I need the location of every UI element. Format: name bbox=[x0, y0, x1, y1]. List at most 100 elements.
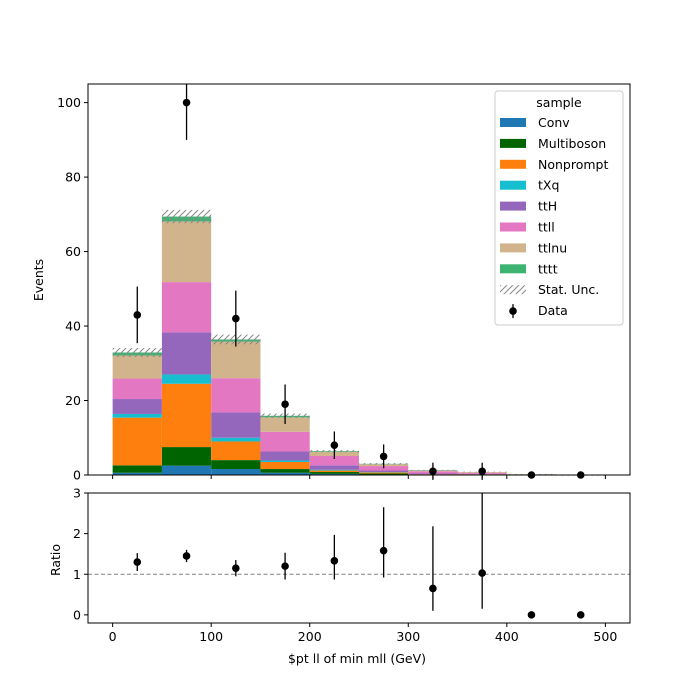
legend-swatch-nonprompt bbox=[500, 159, 526, 169]
bar-multiboson-bin-0 bbox=[112, 465, 162, 473]
ratio-y-tick-label-2: 2 bbox=[73, 526, 81, 541]
ratio-x-ticks: 0 100 200 300 400 500 bbox=[109, 623, 617, 644]
bar-txq-bin-0 bbox=[112, 413, 162, 418]
bar-ttlnu-bin-3 bbox=[260, 417, 310, 432]
legend-box bbox=[494, 90, 624, 326]
main-y-ticks: 0 20 40 60 80 100 bbox=[57, 95, 88, 483]
ratio-points bbox=[133, 493, 585, 619]
bar-conv-bin-1 bbox=[161, 465, 212, 475]
main-y-axis-label: Events bbox=[31, 259, 46, 301]
legend-label-ttlnu: ttlnu bbox=[538, 240, 567, 255]
bar-conv-bin-3 bbox=[260, 472, 310, 475]
legend-swatch-ttll bbox=[500, 222, 526, 232]
main-y-tick-label-0: 0 bbox=[73, 468, 81, 483]
stat-unc-band-bin-0 bbox=[112, 348, 162, 357]
data-point-0 bbox=[133, 311, 142, 319]
legend-label-txq: tXq bbox=[538, 178, 559, 193]
data-point-1 bbox=[182, 98, 191, 107]
bar-nonprompt-bin-2 bbox=[211, 441, 261, 461]
bar-nonprompt-bin-0 bbox=[112, 417, 162, 466]
ratio-y-axis-label: Ratio bbox=[48, 544, 63, 576]
bar-multiboson-bin-1 bbox=[161, 447, 212, 466]
bar-nonprompt-bin-5 bbox=[359, 472, 409, 474]
ratio-y-tick-label-1: 1 bbox=[73, 567, 81, 582]
data-point-2 bbox=[232, 314, 240, 323]
bar-txq-bin-1 bbox=[161, 374, 212, 384]
x-tick-label-0: 0 bbox=[109, 629, 117, 644]
ratio-point-1 bbox=[182, 552, 191, 560]
bar-ttll-bin-3 bbox=[260, 431, 310, 452]
ratio-point-7 bbox=[478, 569, 486, 577]
data-point-3 bbox=[281, 400, 289, 409]
ratio-plot: 0 1 2 3 0 100 200 300 400 500 Ratio $pt ll of mi… bbox=[48, 486, 631, 666]
ratio-y-tick-label-0: 0 bbox=[73, 607, 81, 622]
bar-nonprompt-bin-1 bbox=[161, 383, 212, 448]
x-tick-label-100: 100 bbox=[199, 629, 223, 644]
bar-multiboson-bin-2 bbox=[211, 460, 261, 470]
data-point-5 bbox=[379, 452, 388, 461]
legend-label-stat-unc: Stat. Unc. bbox=[538, 282, 599, 297]
legend-items: Conv Multiboson Nonprompt tXq ttH ttll ttlnu tt… bbox=[500, 115, 608, 319]
stat-unc-band-bin-1 bbox=[161, 209, 212, 224]
bar-conv-bin-0 bbox=[112, 472, 162, 475]
bar-tth-bin-4 bbox=[309, 465, 359, 470]
legend-label-nonprompt: Nonprompt bbox=[538, 157, 608, 172]
x-tick-label-400: 400 bbox=[495, 629, 519, 644]
main-y-tick-label-100: 100 bbox=[57, 95, 81, 110]
legend-label-tth: ttH bbox=[538, 199, 557, 214]
legend-swatch-txq bbox=[500, 180, 526, 190]
bar-ttlnu-bin-1 bbox=[161, 221, 212, 283]
legend-swatch-conv bbox=[500, 118, 526, 127]
bar-ttll-bin-4 bbox=[309, 456, 359, 466]
legend-label-tttt: tttt bbox=[538, 261, 558, 276]
ratio-point-3 bbox=[281, 562, 289, 570]
main-plot: 0 20 40 60 80 100 Events bbox=[31, 83, 631, 483]
ratio-point-2 bbox=[232, 564, 240, 572]
legend: sample Conv Multiboson Nonprompt tXq ttH ttll… bbox=[494, 90, 624, 326]
main-axes-frame bbox=[87, 83, 631, 476]
bar-tth-bin-3 bbox=[260, 451, 310, 461]
legend-title: sample bbox=[536, 95, 582, 110]
bar-multiboson-bin-3 bbox=[260, 469, 310, 473]
legend-data-marker bbox=[509, 307, 517, 315]
bar-txq-bin-2 bbox=[211, 437, 261, 442]
bar-ttlnu-bin-2 bbox=[211, 341, 261, 379]
bar-ttll-bin-0 bbox=[112, 378, 162, 400]
data-points bbox=[133, 84, 585, 480]
legend-swatch-stat-unc bbox=[500, 285, 526, 295]
bar-conv-bin-2 bbox=[211, 469, 261, 475]
bar-conv-bin-4 bbox=[309, 473, 359, 475]
data-point-4 bbox=[330, 441, 339, 450]
ratio-y-tick-label-3: 3 bbox=[73, 486, 81, 501]
legend-label-data: Data bbox=[538, 303, 568, 318]
ratio-point-9 bbox=[576, 611, 585, 619]
main-y-tick-label-40: 40 bbox=[65, 319, 81, 334]
x-tick-label-200: 200 bbox=[298, 629, 322, 644]
legend-label-multiboson: Multiboson bbox=[538, 136, 606, 151]
ratio-y-ticks: 0 1 2 3 bbox=[73, 486, 88, 622]
ratio-point-8 bbox=[527, 611, 536, 619]
bar-multiboson-bin-4 bbox=[309, 472, 359, 474]
bar-txq-bin-4 bbox=[309, 469, 359, 471]
x-tick-label-500: 500 bbox=[593, 629, 617, 644]
bar-tth-bin-1 bbox=[161, 332, 212, 375]
main-y-tick-label-80: 80 bbox=[65, 170, 81, 185]
legend-swatch-ttlnu bbox=[500, 243, 526, 253]
stacked-bars bbox=[112, 216, 557, 475]
bar-multiboson-bin-5 bbox=[359, 473, 409, 475]
legend-label-conv: Conv bbox=[538, 115, 570, 130]
legend-swatch-tttt bbox=[500, 264, 526, 274]
ratio-point-4 bbox=[330, 557, 339, 565]
bar-ttll-bin-1 bbox=[161, 282, 212, 333]
bar-tth-bin-0 bbox=[112, 399, 162, 414]
bar-tth-bin-5 bbox=[359, 470, 409, 473]
main-y-tick-label-60: 60 bbox=[65, 244, 81, 259]
bar-nonprompt-bin-4 bbox=[309, 470, 359, 473]
legend-label-ttll: ttll bbox=[538, 220, 555, 235]
data-point-6 bbox=[429, 467, 437, 476]
x-tick-label-300: 300 bbox=[396, 629, 420, 644]
ratio-point-5 bbox=[379, 546, 388, 555]
legend-swatch-multiboson bbox=[500, 138, 526, 148]
main-y-tick-label-20: 20 bbox=[65, 393, 81, 408]
